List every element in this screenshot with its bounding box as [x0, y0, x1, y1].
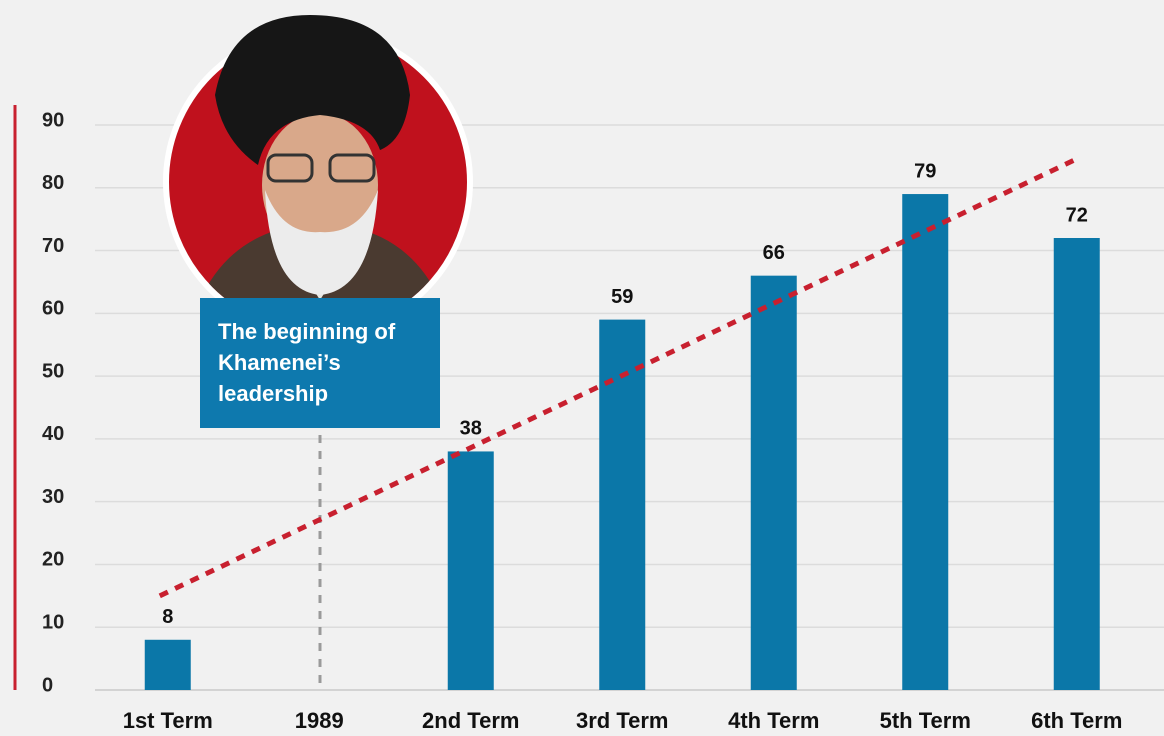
y-tick-label: 40: [42, 423, 64, 445]
value-label: 59: [611, 286, 633, 308]
y-tick-label: 80: [42, 172, 64, 194]
value-label: 79: [914, 160, 936, 182]
x-tick-label: 4th Term: [728, 708, 819, 733]
value-label: 38: [460, 418, 482, 440]
x-tick-label: 1st Term: [123, 708, 213, 733]
marks: 1st Term 8 1989 2nd Term 38 3rd Term 59 4th Ter…: [123, 156, 1122, 733]
y-tick-label: 90: [42, 109, 64, 131]
y-tick-label: 60: [42, 298, 64, 320]
y-tick-label: 50: [42, 360, 64, 382]
y-tick-label: 0: [42, 674, 53, 696]
y-tick-label: 10: [42, 612, 64, 634]
y-tick-label: 20: [42, 549, 64, 571]
annotation: The beginning of Khamenei’s leadership: [200, 298, 440, 428]
y-tick-label: 70: [42, 235, 64, 257]
bar: [1053, 238, 1100, 690]
value-label: 8: [162, 606, 173, 628]
x-tick-label: 3rd Term: [576, 708, 669, 733]
bar: [447, 451, 494, 690]
value-label: 66: [763, 242, 785, 264]
y-tick-label: 30: [42, 486, 64, 508]
x-tick-label: 6th Term: [1031, 708, 1122, 733]
bar: [902, 194, 949, 691]
bar: [750, 275, 797, 690]
value-label: 72: [1066, 204, 1088, 226]
x-tick-label: 5th Term: [880, 708, 971, 733]
bar: [144, 639, 191, 690]
x-tick-label: 1989: [295, 708, 344, 733]
x-tick-label: 2nd Term: [422, 708, 519, 733]
portrait: [163, 15, 473, 337]
